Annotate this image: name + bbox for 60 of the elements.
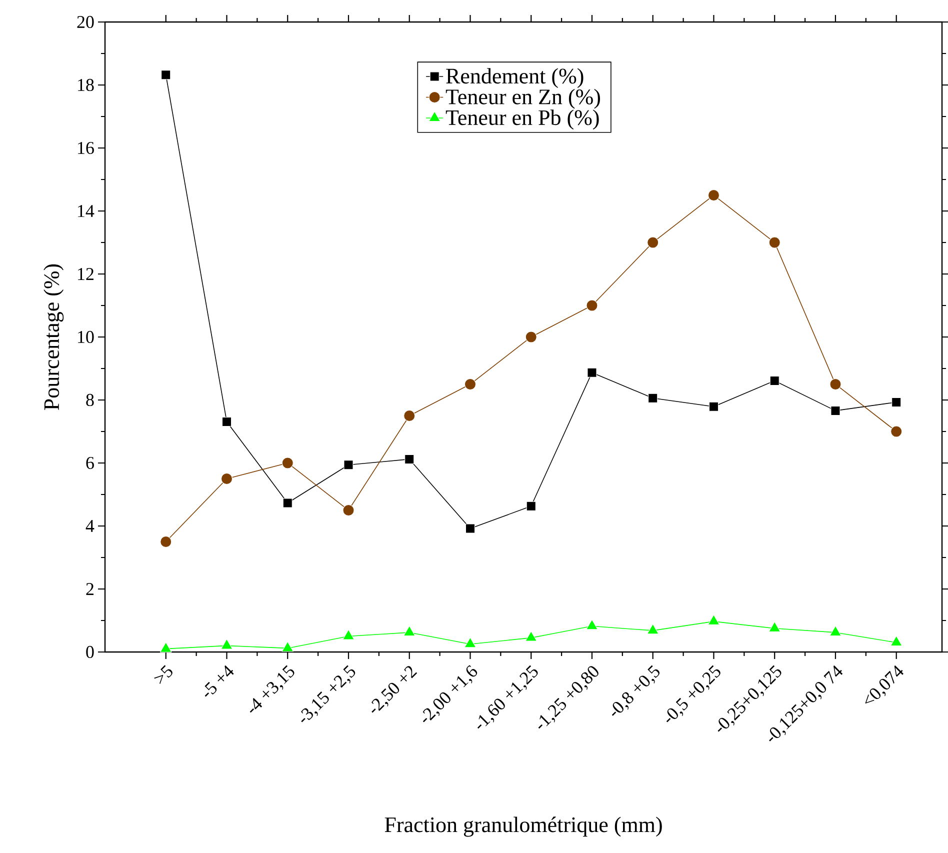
point — [648, 393, 658, 403]
point — [344, 460, 354, 470]
point — [404, 410, 416, 422]
point — [220, 638, 233, 650]
point — [647, 236, 659, 248]
x-tick-label: -0,8 +0,5 — [612, 665, 660, 716]
x-tick-label: -5 +4 — [204, 665, 234, 697]
point — [770, 376, 780, 386]
point — [890, 636, 902, 646]
x-tick-label: >5 — [154, 665, 172, 684]
y-tick-label: 16 — [78, 142, 94, 154]
point — [404, 454, 414, 464]
point — [830, 626, 842, 636]
point — [161, 70, 171, 80]
y-tick-label: 18 — [78, 78, 94, 92]
y-axis-title: Pourcentage (%) — [44, 264, 64, 410]
legend-label: Teneur en Pb (%) — [446, 110, 599, 130]
point — [708, 189, 720, 201]
legend-label: Rendement (%) — [446, 68, 584, 88]
point — [342, 504, 354, 516]
point — [403, 626, 416, 636]
point — [526, 501, 536, 511]
point — [221, 472, 232, 484]
point — [282, 457, 294, 469]
point — [587, 368, 597, 378]
y-tick-label: 6 — [86, 456, 94, 470]
y-tick-label: 4 — [86, 520, 94, 532]
point — [525, 331, 537, 343]
point — [768, 622, 780, 632]
point — [708, 402, 718, 412]
point — [708, 614, 720, 625]
x-tick-label: -2,00 +1,6 — [422, 665, 478, 722]
y-tick-label: 20 — [77, 16, 94, 28]
x-axis-title: Fraction granulométrique (mm) — [384, 816, 662, 837]
y-tick-label: 12 — [78, 268, 94, 280]
y-tick-label: 0 — [86, 646, 94, 658]
point — [464, 378, 476, 390]
point — [586, 619, 598, 630]
point — [830, 378, 842, 390]
point — [342, 629, 354, 640]
y-tick-label: 14 — [78, 205, 94, 217]
point — [464, 637, 476, 648]
point — [282, 498, 292, 508]
point — [646, 624, 659, 634]
legend-label: Teneur en Zn (%) — [446, 88, 600, 109]
x-tick-label: -2,50 +2 — [372, 666, 418, 713]
y-tick-label: 10 — [78, 330, 94, 344]
point — [892, 397, 902, 407]
point — [160, 536, 172, 548]
point — [830, 406, 840, 416]
y-tick-label: 8 — [86, 394, 94, 406]
point — [586, 300, 598, 312]
point — [465, 524, 475, 534]
point — [525, 631, 537, 642]
point — [768, 236, 780, 248]
point — [890, 426, 902, 438]
y-tick-label: 2 — [86, 583, 94, 595]
point — [222, 416, 232, 426]
point — [160, 642, 172, 652]
point — [282, 641, 294, 652]
